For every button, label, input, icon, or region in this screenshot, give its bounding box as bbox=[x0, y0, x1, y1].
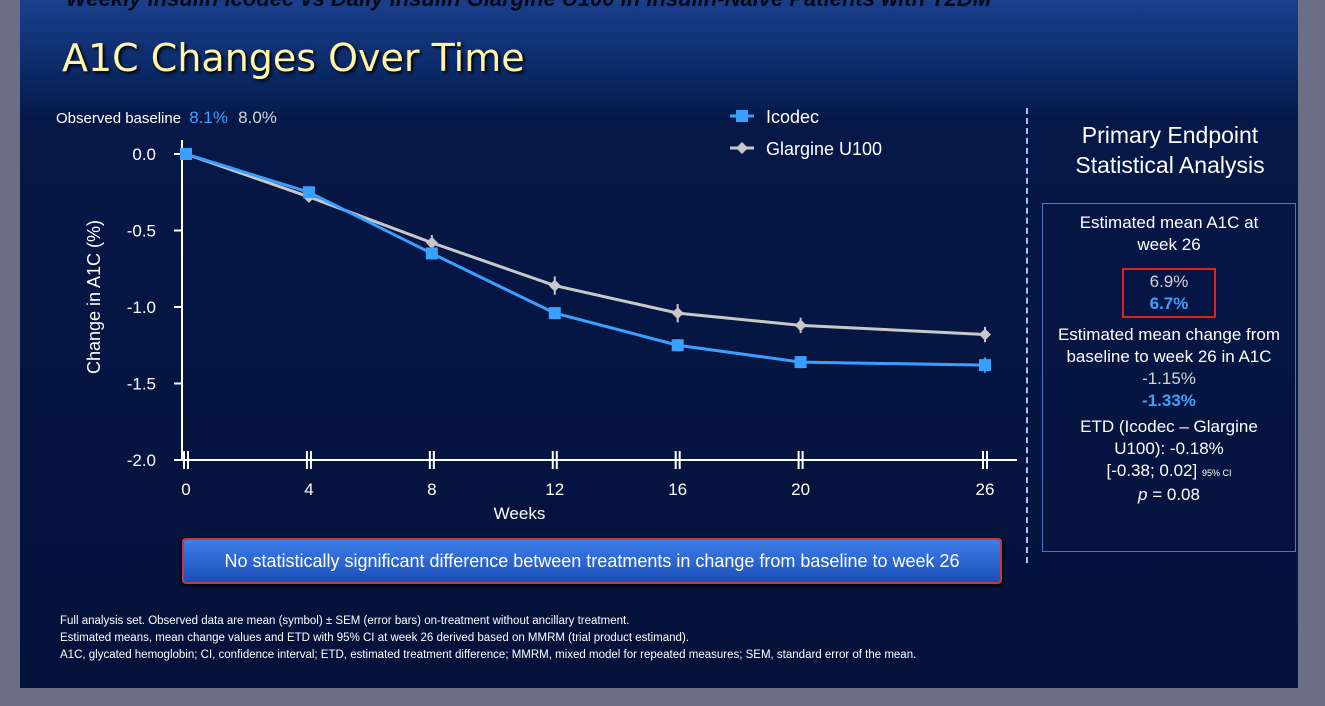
legend-label: Icodec bbox=[766, 107, 819, 127]
data-point-glargine bbox=[548, 279, 561, 292]
y-tick-label: -1.0 bbox=[127, 298, 156, 317]
y-tick-label: -1.5 bbox=[127, 375, 156, 394]
slide-supertitle: Weekly Insulin Icodec vs Daily Insulin G… bbox=[66, 0, 991, 12]
data-point-icodec bbox=[794, 356, 807, 369]
etd-ci-note: 95% CI bbox=[1201, 468, 1232, 478]
footnote-1: Full analysis set. Observed data are mea… bbox=[60, 615, 630, 627]
data-point-icodec bbox=[180, 148, 192, 160]
mean-change-label: Estimated mean change from baseline to w… bbox=[1057, 325, 1281, 366]
x-tick-label: 26 bbox=[976, 480, 995, 499]
endpoint-title-line1: Primary Endpoint bbox=[1081, 122, 1259, 148]
data-point-glargine bbox=[671, 307, 684, 320]
legend-label: Glargine U100 bbox=[766, 139, 882, 159]
y-tick-label: -0.5 bbox=[127, 222, 156, 241]
y-tick-label: -2.0 bbox=[127, 451, 156, 470]
series-line-1 bbox=[185, 152, 986, 337]
footnotes: Full analysis set. Observed data are mea… bbox=[60, 613, 916, 664]
data-point-glargine bbox=[979, 328, 991, 341]
slide-title: A1C Changes Over Time bbox=[62, 36, 525, 80]
highlight-box: 6.9% 6.7% bbox=[1122, 268, 1216, 318]
mean-a1c-label: Estimated mean A1C at week 26 bbox=[1079, 213, 1259, 254]
legend-marker bbox=[736, 110, 748, 122]
endpoint-box: Estimated mean A1C at week 26 6.9% 6.7% … bbox=[1042, 203, 1296, 552]
etd-ci: [-0.38; 0.02] bbox=[1106, 461, 1198, 480]
p-value-line: p = 0.08 bbox=[1043, 484, 1295, 506]
endpoint-title: Primary Endpoint Statistical Analysis bbox=[1050, 120, 1290, 180]
x-tick-label: 12 bbox=[545, 480, 564, 499]
x-tick-label: 0 bbox=[181, 480, 190, 499]
slide: Weekly Insulin Icodec vs Daily Insulin G… bbox=[20, 0, 1298, 688]
x-tick-label: 20 bbox=[791, 480, 810, 499]
x-tick-label: 8 bbox=[427, 480, 436, 499]
mean-change-icodec: -1.33% bbox=[1142, 391, 1196, 410]
data-point-icodec bbox=[979, 359, 991, 372]
x-tick-label: 16 bbox=[668, 480, 687, 499]
data-point-glargine bbox=[425, 236, 438, 249]
data-point-icodec bbox=[425, 247, 438, 260]
data-point-glargine bbox=[794, 319, 807, 332]
mean-a1c-glargine: 6.9% bbox=[1149, 272, 1189, 291]
p-value: = 0.08 bbox=[1147, 485, 1200, 504]
y-tick-label: 0.0 bbox=[132, 145, 156, 164]
data-point-icodec bbox=[302, 186, 315, 199]
series-line-0 bbox=[185, 152, 986, 367]
mean-a1c-icodec: 6.7% bbox=[1149, 294, 1189, 313]
baseline-icodec: 8.1% bbox=[189, 108, 228, 127]
etd-label: ETD (Icodec – Glargine U100): -0.18% bbox=[1080, 417, 1258, 458]
endpoint-title-line2: Statistical Analysis bbox=[1075, 152, 1265, 178]
mean-change-glargine: -1.15% bbox=[1142, 369, 1196, 388]
etd-ci-line: [-0.38; 0.02] 95% CI bbox=[1043, 460, 1295, 484]
legend-marker bbox=[736, 142, 748, 154]
p-label: p bbox=[1138, 485, 1148, 504]
a1c-line-chart: 0.0 -0.5 -1.0 -1.5 -2.0 0 4 8 12 16 20 26 Weeks Chang… bbox=[84, 107, 1017, 523]
dashed-divider bbox=[1026, 108, 1028, 563]
data-point-icodec bbox=[548, 307, 561, 320]
x-axis-label: Weeks bbox=[494, 504, 546, 523]
data-point-icodec bbox=[671, 339, 684, 352]
footnote-2: Estimated means, mean change values and … bbox=[60, 632, 689, 644]
observed-baseline: Observed baseline 8.1% 8.0% bbox=[56, 108, 277, 128]
baseline-glargine: 8.0% bbox=[238, 108, 277, 127]
footnote-3: A1C, glycated hemoglobin; CI, confidence… bbox=[60, 649, 917, 661]
x-tick-label: 4 bbox=[304, 480, 313, 499]
y-axis-label: Change in A1C (%) bbox=[84, 220, 104, 374]
baseline-label: Observed baseline bbox=[56, 110, 182, 127]
conclusion-banner: No statistically significant difference … bbox=[182, 538, 1002, 584]
